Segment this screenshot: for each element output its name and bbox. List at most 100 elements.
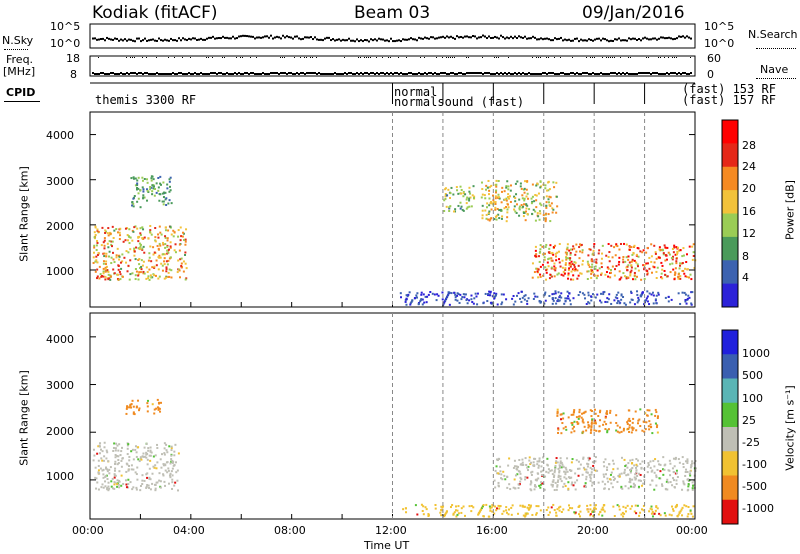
freq-point bbox=[480, 72, 482, 74]
xtick-0800: 08:00 bbox=[274, 524, 306, 537]
power-cell bbox=[173, 249, 176, 252]
power-cell bbox=[495, 179, 498, 182]
velocity-cell bbox=[544, 475, 547, 478]
power-cell bbox=[539, 186, 542, 189]
power-cell bbox=[535, 253, 538, 256]
power-cell bbox=[133, 254, 136, 257]
velocity-cell bbox=[639, 511, 642, 514]
power-cell bbox=[548, 204, 551, 207]
power-cell bbox=[445, 205, 448, 208]
power-cell bbox=[633, 271, 636, 274]
freq-tick-top: 18 bbox=[66, 52, 80, 65]
power-cell bbox=[136, 182, 139, 185]
sky-point bbox=[454, 37, 456, 40]
velocity-cell bbox=[650, 413, 653, 416]
power-cell bbox=[115, 256, 118, 259]
velocity-cell bbox=[635, 458, 638, 461]
velocity-cell bbox=[560, 480, 563, 483]
power-cell bbox=[544, 184, 547, 187]
velocity-cell bbox=[165, 443, 168, 446]
power-cell bbox=[664, 254, 667, 257]
velocity-cell bbox=[594, 469, 597, 472]
power-cell bbox=[558, 242, 561, 245]
power-cell bbox=[118, 255, 121, 258]
velocity-cell bbox=[560, 418, 563, 421]
velocity-cell bbox=[149, 449, 152, 452]
freq-point bbox=[476, 72, 478, 74]
freq-point bbox=[574, 73, 576, 75]
velocity-cell bbox=[646, 471, 649, 474]
power-cell bbox=[515, 203, 518, 206]
velocity-cell bbox=[102, 473, 105, 476]
velocity-cell bbox=[587, 459, 590, 462]
sky-point bbox=[444, 36, 446, 39]
freq-point bbox=[656, 72, 658, 74]
power-cell bbox=[131, 272, 134, 275]
velocity-cell bbox=[550, 483, 553, 486]
power-cell bbox=[679, 277, 682, 280]
velocity-cell bbox=[588, 473, 591, 476]
velocity-cell bbox=[170, 470, 173, 473]
velocity-cell bbox=[604, 428, 607, 431]
velocity-cell bbox=[434, 507, 437, 510]
velocity-cell bbox=[456, 509, 459, 512]
power-cell bbox=[450, 292, 453, 295]
freq-point bbox=[186, 73, 188, 75]
power-cell bbox=[511, 297, 514, 300]
power-cell bbox=[692, 243, 695, 246]
sky-point bbox=[586, 39, 588, 42]
power-cell bbox=[435, 299, 438, 302]
power-cell bbox=[506, 211, 509, 214]
power-cell bbox=[445, 297, 448, 300]
velocity-cell bbox=[125, 483, 128, 486]
velocity-cell bbox=[129, 481, 132, 484]
velocity-cell bbox=[555, 457, 558, 460]
power-cell bbox=[150, 186, 153, 189]
power-cell bbox=[170, 202, 173, 205]
nave-point bbox=[586, 57, 587, 58]
sky-point bbox=[140, 40, 142, 43]
velocity-cell bbox=[148, 477, 151, 480]
power-cell bbox=[544, 299, 547, 302]
velocity-cell bbox=[547, 468, 550, 471]
power-cell bbox=[505, 186, 508, 189]
sky-point bbox=[576, 37, 578, 40]
sky-point bbox=[184, 38, 186, 41]
power-cell bbox=[158, 225, 161, 228]
velocity-cell bbox=[570, 469, 573, 472]
velocity-cell bbox=[646, 414, 649, 417]
freq-point bbox=[456, 73, 458, 75]
velocity-cell bbox=[616, 430, 619, 433]
velocity-cell bbox=[496, 507, 499, 510]
sky-point bbox=[392, 40, 394, 43]
power-cell bbox=[688, 296, 691, 299]
sky-point bbox=[548, 38, 550, 41]
power-cell bbox=[180, 262, 183, 265]
power-cell bbox=[131, 239, 134, 242]
velocity-cell bbox=[599, 419, 602, 422]
power-cell bbox=[149, 245, 152, 248]
power-cell bbox=[141, 179, 144, 182]
power-cell bbox=[179, 258, 182, 261]
power-cell bbox=[506, 216, 509, 219]
power-cell bbox=[498, 197, 501, 200]
power-cell bbox=[587, 262, 590, 265]
freq-point bbox=[338, 73, 340, 75]
power-cell bbox=[591, 271, 594, 274]
sky-point bbox=[466, 35, 468, 38]
power-cell bbox=[157, 186, 160, 189]
velocity-cell bbox=[152, 455, 155, 458]
velocity-cell bbox=[587, 463, 590, 466]
velocity-cell bbox=[460, 507, 463, 510]
sky-point bbox=[476, 37, 478, 40]
power-cell bbox=[618, 248, 621, 251]
power-cell bbox=[466, 196, 469, 199]
sky-point bbox=[152, 38, 154, 41]
power-cell bbox=[579, 291, 582, 294]
sky-point bbox=[316, 38, 318, 41]
nave-point bbox=[546, 57, 547, 58]
power-cell bbox=[133, 226, 136, 229]
velocity-cell bbox=[537, 464, 540, 467]
velocity-cell bbox=[650, 505, 653, 508]
velocity-cell bbox=[576, 422, 579, 425]
